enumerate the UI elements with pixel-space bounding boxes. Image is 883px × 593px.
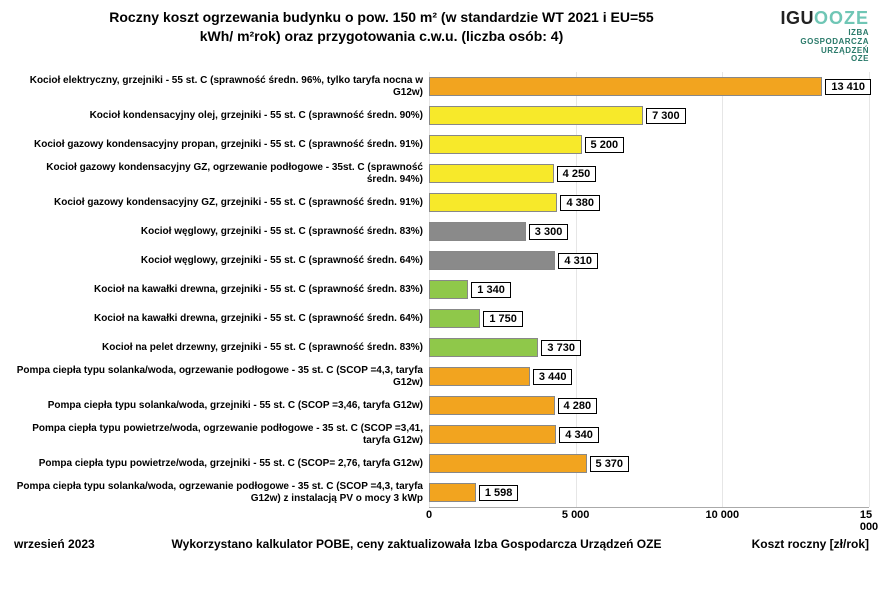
row-label: Kocioł gazowy kondensacyjny propan, grze… [14,139,429,151]
bar: 1 598 [429,483,476,502]
bar-col: 1 750 [429,304,869,333]
bar: 13 410 [429,77,822,96]
bar-col: 4 380 [429,188,869,217]
x-axis-label: Koszt roczny [zł/rok] [699,537,869,551]
row-label: Kocioł węglowy, grzejniki - 55 st. C (sp… [14,226,429,238]
bar-col: 3 730 [429,333,869,362]
value-label: 4 250 [557,166,597,182]
logo-top: IGUOOZE [749,8,869,29]
value-label: 3 730 [541,340,581,356]
bar: 5 370 [429,454,587,473]
chart-row: Pompa ciepła typu powietrze/woda, grzejn… [14,449,869,478]
row-label: Kocioł na kawałki drewna, grzejniki - 55… [14,313,429,325]
bar-col: 1 598 [429,478,869,507]
chart-row: Kocioł kondensacyjny olej, grzejniki - 5… [14,101,869,130]
bar-col: 5 200 [429,130,869,159]
row-label: Kocioł elektryczny, grzejniki - 55 st. C… [14,75,429,98]
bars-wrap: Kocioł elektryczny, grzejniki - 55 st. C… [14,72,869,507]
bar: 1 340 [429,280,468,299]
bar: 4 340 [429,425,556,444]
chart-row: Kocioł gazowy kondensacyjny GZ, ogrzewan… [14,159,869,188]
row-label: Pompa ciepła typu powietrze/woda, ogrzew… [14,423,429,446]
row-label: Pompa ciepła typu powietrze/woda, grzejn… [14,458,429,470]
title-line-2: kWh/ m²rok) oraz przygotowania c.w.u. (l… [200,28,564,44]
bar-col: 1 340 [429,275,869,304]
value-label: 4 280 [558,398,598,414]
chart-row: Kocioł węglowy, grzejniki - 55 st. C (sp… [14,246,869,275]
value-label: 1 340 [471,282,511,298]
bar-col: 3 300 [429,217,869,246]
row-label: Pompa ciepła typu solanka/woda, grzejnik… [14,400,429,412]
bar-col: 7 300 [429,101,869,130]
footer-source: Wykorzystano kalkulator POBE, ceny zaktu… [134,537,699,551]
chart-row: Kocioł na kawałki drewna, grzejniki - 55… [14,275,869,304]
row-label: Kocioł na kawałki drewna, grzejniki - 55… [14,284,429,296]
grid-line [869,72,870,507]
chart-row: Pompa ciepła typu powietrze/woda, ogrzew… [14,420,869,449]
bar: 4 280 [429,396,555,415]
bar: 4 380 [429,193,557,212]
x-tick: 15 000 [860,509,878,533]
bar: 1 750 [429,309,480,328]
header: Roczny koszt ogrzewania budynku o pow. 1… [0,0,883,68]
value-label: 5 370 [590,456,630,472]
chart-row: Pompa ciepła typu solanka/woda, grzejnik… [14,391,869,420]
row-label: Pompa ciepła typu solanka/woda, ogrzewan… [14,365,429,388]
title-line-1: Roczny koszt ogrzewania budynku o pow. 1… [109,9,653,25]
value-label: 5 200 [585,137,625,153]
row-label: Kocioł kondensacyjny olej, grzejniki - 5… [14,110,429,122]
x-axis: 05 00010 00015 000 [429,507,869,531]
axis-line [429,507,869,508]
footer: wrzesień 2023 Wykorzystano kalkulator PO… [0,531,883,559]
chart-row: Pompa ciepła typu solanka/woda, ogrzewan… [14,362,869,391]
chart-row: Pompa ciepła typu solanka/woda, ogrzewan… [14,478,869,507]
row-label: Kocioł na pelet drzewny, grzejniki - 55 … [14,342,429,354]
value-label: 1 598 [479,485,519,501]
chart-row: Kocioł na pelet drzewny, grzejniki - 55 … [14,333,869,362]
bar: 3 440 [429,367,530,386]
bar: 5 200 [429,135,582,154]
chart-title: Roczny koszt ogrzewania budynku o pow. 1… [14,8,749,46]
bar-col: 4 250 [429,159,869,188]
chart-row: Kocioł elektryczny, grzejniki - 55 st. C… [14,72,869,101]
chart-row: Kocioł gazowy kondensacyjny propan, grze… [14,130,869,159]
chart-row: Kocioł na kawałki drewna, grzejniki - 55… [14,304,869,333]
row-label: Kocioł gazowy kondensacyjny GZ, grzejnik… [14,197,429,209]
value-label: 7 300 [646,108,686,124]
value-label: 13 410 [825,79,871,95]
chart-area: Kocioł elektryczny, grzejniki - 55 st. C… [0,68,883,531]
row-label: Kocioł węglowy, grzejniki - 55 st. C (sp… [14,255,429,267]
logo-ooze: OOZE [814,8,869,28]
value-label: 3 300 [529,224,569,240]
bar-col: 5 370 [429,449,869,478]
bar: 3 300 [429,222,526,241]
chart-row: Kocioł węglowy, grzejniki - 55 st. C (sp… [14,217,869,246]
bar-col: 3 440 [429,362,869,391]
chart-row: Kocioł gazowy kondensacyjny GZ, grzejnik… [14,188,869,217]
value-label: 4 340 [559,427,599,443]
bar: 7 300 [429,106,643,125]
value-label: 3 440 [533,369,573,385]
bar-col: 4 280 [429,391,869,420]
footer-date: wrzesień 2023 [14,537,134,551]
logo-sub: IZBA GOSPODARCZA URZĄDZEŃ OZE [749,29,869,64]
value-label: 4 380 [560,195,600,211]
x-tick: 10 000 [706,509,740,521]
x-tick: 5 000 [562,509,590,521]
bar-col: 4 340 [429,420,869,449]
bar: 4 310 [429,251,555,270]
logo: IGUOOZE IZBA GOSPODARCZA URZĄDZEŃ OZE [749,8,869,64]
bar: 3 730 [429,338,538,357]
row-label: Pompa ciepła typu solanka/woda, ogrzewan… [14,481,429,504]
value-label: 4 310 [558,253,598,269]
row-label: Kocioł gazowy kondensacyjny GZ, ogrzewan… [14,162,429,185]
bar: 4 250 [429,164,554,183]
x-tick: 0 [426,509,432,521]
logo-igu: IGU [780,8,814,28]
bar-col: 4 310 [429,246,869,275]
value-label: 1 750 [483,311,523,327]
bar-col: 13 410 [429,72,869,101]
